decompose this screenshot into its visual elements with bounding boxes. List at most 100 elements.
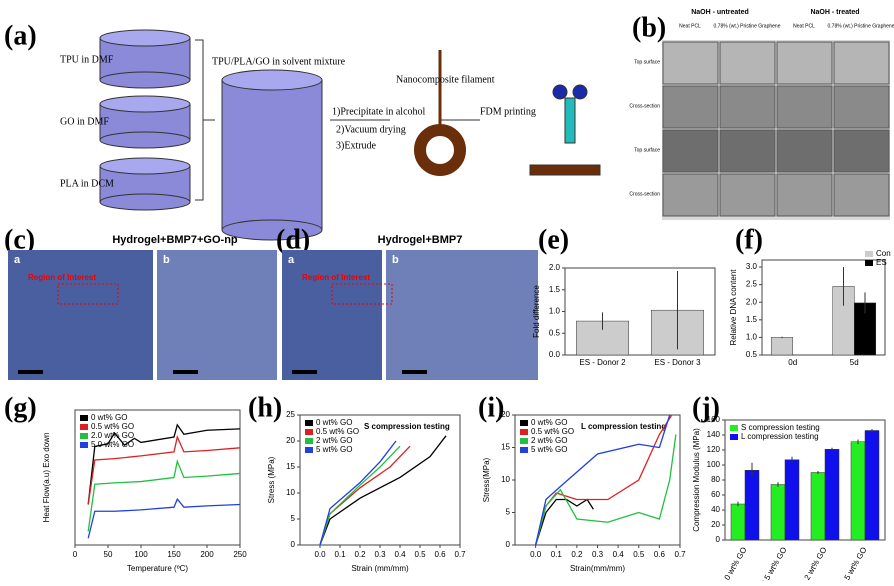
y-tick-label: 3.0 (746, 262, 758, 271)
histology (157, 250, 277, 380)
line (320, 446, 400, 545)
panel-label: (e) (538, 224, 569, 255)
bar (785, 460, 799, 540)
x-axis-label: Temperature (ºC) (127, 564, 188, 573)
x-tick-label: 0.1 (334, 550, 346, 559)
label: TPU in DMF (60, 54, 114, 65)
x-tick-label: 0.2 (571, 550, 583, 559)
x-tick-label: 0.1 (551, 550, 563, 559)
legend-swatch (80, 424, 88, 430)
label: GO in DMF (60, 116, 109, 127)
y-tick-label: 0 (506, 540, 511, 549)
bar (771, 337, 793, 355)
line (88, 461, 240, 531)
y-tick-label: 2.0 (549, 263, 561, 272)
histology (8, 250, 153, 380)
y-axis-label: Compression Modulus (MPa) (692, 428, 701, 532)
line (320, 441, 396, 545)
x-tick-label: 0.7 (454, 550, 466, 559)
bar (811, 473, 825, 541)
y-tick-label: 0 (716, 535, 721, 544)
legend-label: 0.5 wt% GO (91, 422, 134, 431)
y-tick-label: 1.0 (746, 333, 758, 342)
y-tick-label: 60 (711, 490, 720, 499)
bar (771, 485, 785, 541)
figure: (a) TPU in DMF GO in DMF PLA in DCM TPU/… (0, 0, 894, 581)
x-tick-label: ES - Donor 3 (654, 358, 701, 367)
legend-label: 0 wt% GO (531, 418, 567, 427)
y-tick-label: 1.5 (746, 315, 758, 324)
legend-label: 2 wt% GO (316, 436, 352, 445)
x-tick-label: 0 (73, 550, 78, 559)
micrograph (777, 130, 832, 172)
legend-swatch (520, 429, 528, 435)
sub-label: b (163, 254, 170, 266)
x-tick-label: 2 wt% GO (803, 546, 829, 581)
legend-label: S compression testing (741, 423, 820, 432)
legend-swatch (865, 251, 873, 257)
x-tick-label: 0.5 wt% GO (759, 546, 788, 581)
row-label: Top surface (634, 147, 660, 153)
label: Nanocomposite filament (396, 74, 495, 85)
header: NaOH - untreated (691, 9, 749, 16)
y-axis-label: Heat Flow(a.u) Exo down (42, 433, 51, 523)
legend-swatch (865, 260, 873, 266)
x-axis-label: Strain(mm/mm) (570, 564, 625, 573)
sub-label: a (14, 254, 21, 266)
legend-swatch (305, 420, 313, 426)
x-tick-label: 0d (788, 358, 797, 367)
micrograph (720, 86, 775, 128)
x-tick-label: 100 (134, 550, 148, 559)
chart-title: S compression testing (364, 422, 450, 431)
legend-label: L compression testing (741, 432, 819, 441)
legend-label: 5 wt% GO (531, 445, 567, 454)
y-tick-label: 1.5 (549, 285, 561, 294)
column-label: 0.78% (wt.) Pristine Graphene (828, 23, 894, 29)
label: FDM printing (480, 106, 536, 117)
micrograph (720, 130, 775, 172)
bar (825, 449, 839, 540)
row-label: Top surface (634, 59, 660, 65)
label: TPU/PLA/GO in solvent mixture (212, 56, 346, 67)
x-tick-label: 0.2 (354, 550, 366, 559)
y-tick-label: 0.0 (549, 350, 561, 359)
y-tick-label: 20 (501, 410, 510, 419)
legend-swatch (305, 438, 313, 444)
header: NaOH - treated (810, 9, 859, 16)
x-tick-label: 0 wt% GO (723, 546, 749, 581)
legend-swatch (80, 415, 88, 421)
histology (386, 250, 538, 380)
x-tick-label: 0.5 (633, 550, 645, 559)
legend-swatch (730, 425, 738, 431)
legend-label: ES (876, 258, 887, 267)
y-tick-label: 160 (707, 415, 721, 424)
label: 2)Vacuum drying (336, 124, 406, 135)
y-tick-label: 5 (506, 508, 511, 517)
x-tick-label: 5 wt% GO (843, 546, 869, 581)
sub-label: a (288, 254, 295, 266)
legend-label: 0 wt% GO (316, 418, 352, 427)
y-axis-label: Relative DNA content (729, 269, 738, 346)
legend-swatch (520, 438, 528, 444)
scale-bar (292, 370, 317, 374)
panel-label: (f) (735, 224, 763, 255)
legend-label: 2 wt% GO (531, 436, 567, 445)
panel-label: (a) (4, 20, 37, 51)
legend-swatch (520, 447, 528, 453)
micrograph (663, 174, 718, 216)
legend-swatch (80, 442, 88, 448)
panel-label: (h) (248, 392, 282, 423)
y-tick-label: 20 (286, 436, 295, 445)
y-tick-label: 0.5 (746, 350, 758, 359)
x-tick-label: 0.4 (394, 550, 406, 559)
scale-bar (173, 370, 198, 374)
x-axis-label: Strain (mm/mm) (351, 564, 409, 573)
label: 1)Precipitate in alcohol (332, 106, 426, 117)
micrograph (720, 42, 775, 84)
column-label: Neat PCL (793, 23, 815, 29)
y-tick-label: 140 (707, 430, 721, 439)
chart-title: L compression testing (581, 422, 666, 431)
legend-swatch (305, 429, 313, 435)
micrograph (777, 86, 832, 128)
x-tick-label: 150 (167, 550, 181, 559)
